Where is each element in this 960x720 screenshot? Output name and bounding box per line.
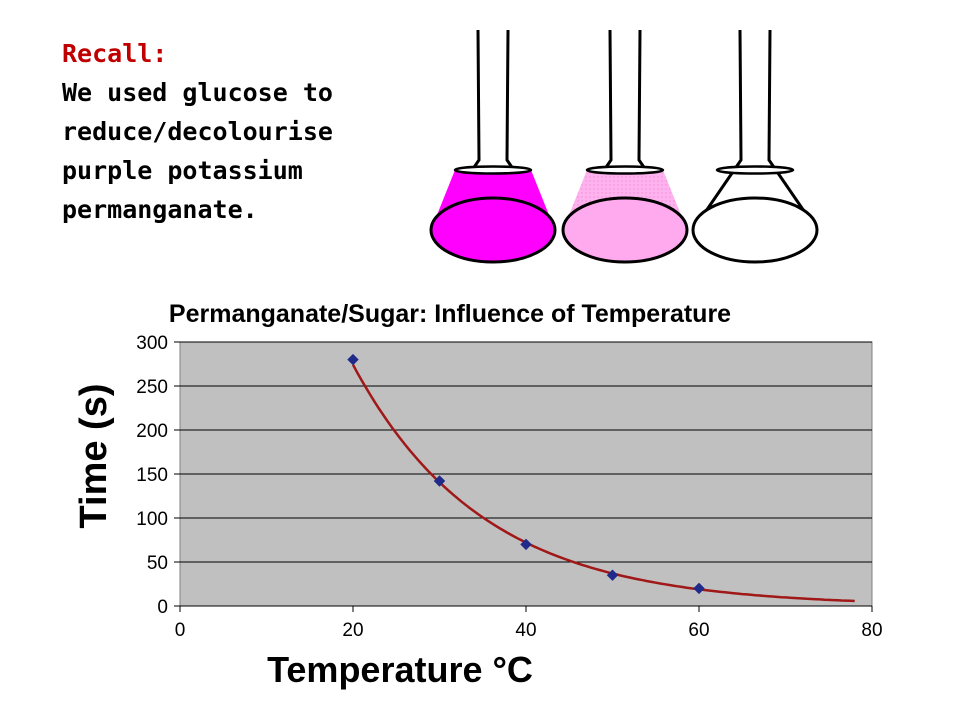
intro-line-3: purple potassium <box>62 156 303 185</box>
flask-base <box>691 196 819 264</box>
data-point <box>606 569 619 581</box>
data-point <box>520 538 532 551</box>
intro-line-1: We used glucose to <box>62 78 333 107</box>
y-axis-ticks: 0 50 100 150 200 250 300 <box>136 333 180 618</box>
chart-title: Permanganate/Sugar: Influence of Tempera… <box>169 300 731 328</box>
x-tick-label: 40 <box>515 620 536 641</box>
data-points <box>347 353 705 595</box>
x-axis-label: Temperature °C <box>267 649 533 690</box>
flask-base <box>561 196 689 264</box>
flasks-illustration <box>429 29 819 264</box>
data-point <box>347 353 359 366</box>
y-tick-label: 200 <box>136 421 168 442</box>
data-point <box>433 475 446 487</box>
x-tick-label: 20 <box>342 620 363 641</box>
y-axis-label: Time (s) <box>73 383 115 528</box>
intro-heading: Recall: <box>62 39 168 68</box>
intro-line-2: reduce/decolourise <box>62 117 333 146</box>
chart: Permanganate/Sugar: Influence of Tempera… <box>73 300 883 690</box>
flask-base <box>429 196 557 264</box>
y-tick-label: 50 <box>147 553 168 574</box>
y-tick-label: 250 <box>136 377 168 398</box>
y-tick-label: 300 <box>136 333 168 354</box>
x-tick-label: 60 <box>688 620 709 641</box>
x-tick-label: 0 <box>175 620 186 641</box>
x-axis-ticks: 0 20 40 60 80 <box>175 606 883 641</box>
intro-text: Recall: We used glucose to reduce/decolo… <box>62 34 402 229</box>
gridlines <box>180 341 872 607</box>
y-tick-label: 0 <box>157 597 168 618</box>
flask-1 <box>429 29 557 264</box>
flask-2 <box>561 29 689 264</box>
intro-line-4: permanganate. <box>62 195 258 224</box>
y-tick-label: 150 <box>136 465 168 486</box>
x-tick-label: 80 <box>861 620 882 641</box>
data-point <box>693 582 705 595</box>
flask-3 <box>691 29 819 264</box>
y-tick-label: 100 <box>136 509 168 530</box>
